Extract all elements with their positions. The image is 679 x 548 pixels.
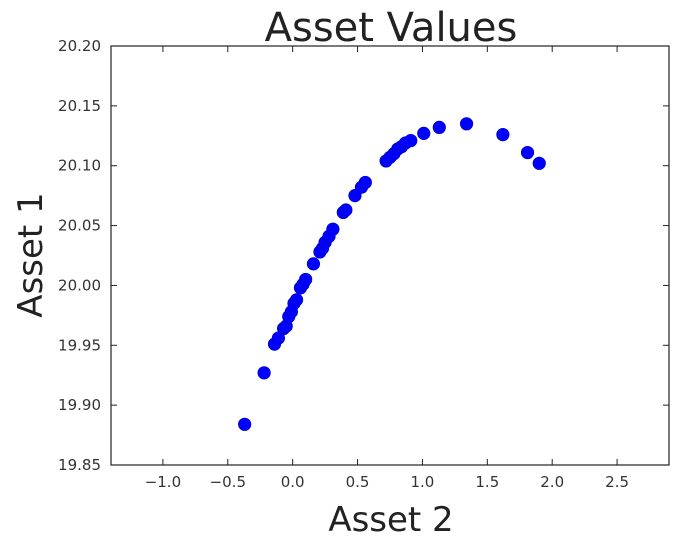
x-tick-label: 1.0 bbox=[411, 473, 435, 491]
y-tick-label: 20.05 bbox=[58, 217, 101, 235]
x-tick-label: 2.5 bbox=[605, 473, 629, 491]
x-tick-label: 1.5 bbox=[475, 473, 499, 491]
x-tick-label: 0.0 bbox=[281, 473, 305, 491]
data-point bbox=[326, 222, 340, 236]
y-tick-label: 19.85 bbox=[58, 456, 101, 474]
y-tick-label: 20.00 bbox=[58, 276, 101, 294]
data-point bbox=[496, 127, 510, 142]
x-tick-label: 0.5 bbox=[346, 473, 370, 491]
y-axis-label: Asset 1 bbox=[11, 192, 51, 317]
y-tick-label: 19.90 bbox=[58, 396, 101, 414]
x-tick-label: 2.0 bbox=[540, 473, 564, 491]
data-point bbox=[238, 417, 252, 431]
data-point bbox=[459, 117, 474, 131]
data-point bbox=[306, 257, 321, 271]
data-point bbox=[257, 366, 271, 380]
data-point bbox=[532, 156, 546, 170]
data-point bbox=[432, 120, 446, 135]
y-tick-label: 19.95 bbox=[58, 336, 101, 354]
chart-title: Asset Values bbox=[265, 5, 518, 51]
data-point bbox=[339, 203, 353, 217]
data-point bbox=[299, 272, 313, 287]
plot-frame bbox=[110, 45, 670, 466]
x-tick-label: −0.5 bbox=[210, 473, 246, 491]
y-tick-label: 20.15 bbox=[58, 97, 101, 115]
axis-ticks: −1.0 −0.5 0.0 0.5 1.0 1.5 2.0 2.5 19.85 19.90 19.9… bbox=[58, 37, 669, 491]
data-points bbox=[238, 117, 546, 431]
y-tick-label: 20.10 bbox=[58, 157, 101, 175]
y-tick-label: 20.20 bbox=[58, 37, 101, 55]
x-tick-label: −1.0 bbox=[145, 473, 181, 491]
data-point bbox=[404, 133, 418, 148]
x-axis-label: Asset 2 bbox=[328, 500, 453, 540]
data-point bbox=[417, 126, 431, 140]
data-point bbox=[358, 175, 372, 190]
data-point bbox=[520, 145, 535, 160]
data-point bbox=[289, 293, 304, 307]
